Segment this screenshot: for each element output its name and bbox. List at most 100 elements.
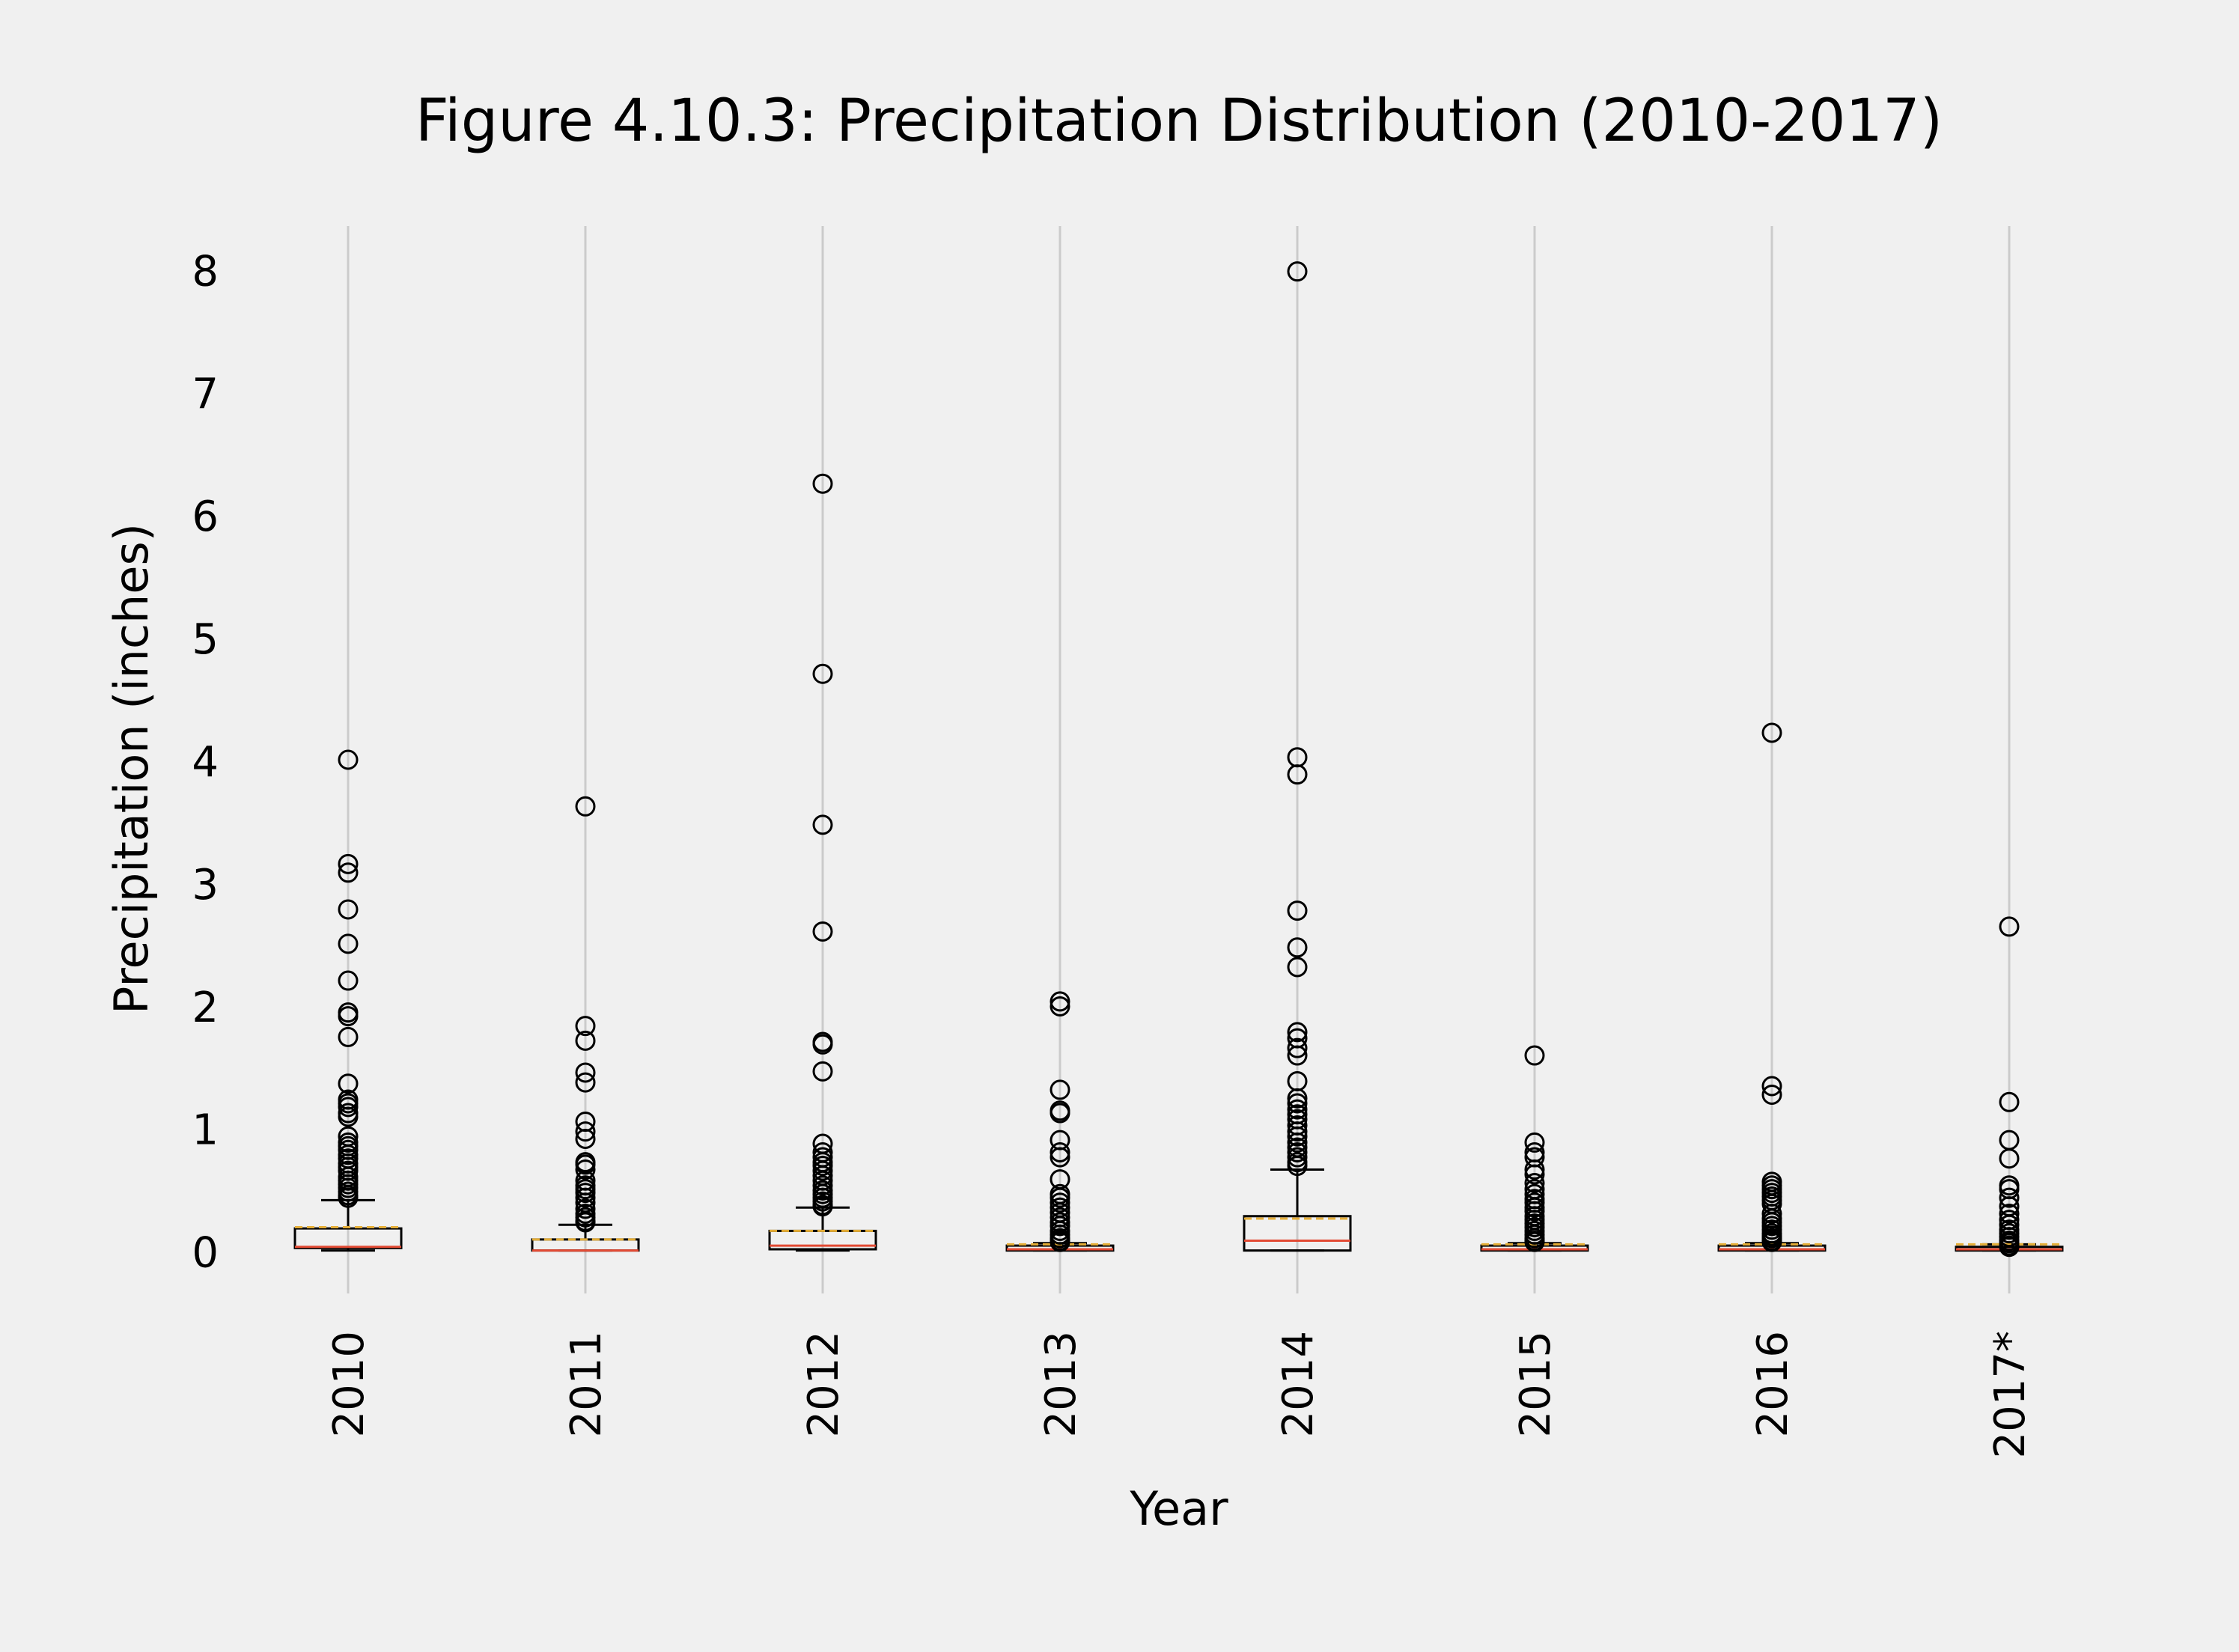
outlier-point [1287, 1126, 1308, 1147]
y-tick-label: 3 [192, 861, 219, 909]
outlier-point [1287, 764, 1308, 785]
outlier-point [812, 1034, 833, 1055]
outlier-point [812, 1061, 833, 1082]
outlier-point [1287, 261, 1308, 282]
outlier-point [338, 1106, 359, 1127]
outlier-point [1287, 1147, 1308, 1168]
outlier-point [1524, 1132, 1545, 1153]
outlier-point [1287, 1045, 1308, 1066]
box-2011 [531, 796, 640, 1252]
outlier-point [1999, 1148, 2020, 1169]
outlier-point [1761, 1231, 1782, 1252]
outlier-point [1050, 1079, 1070, 1100]
outlier-point [575, 796, 596, 817]
outlier-point [1287, 1132, 1308, 1153]
box-2013 [1005, 991, 1115, 1252]
y-tick-label: 2 [192, 984, 219, 1032]
outlier-point [1524, 1201, 1545, 1222]
y-tick-label: 8 [192, 247, 219, 296]
outlier-point [1999, 916, 2020, 937]
outlier-point [338, 862, 359, 883]
outlier-point [1050, 1187, 1070, 1208]
outlier-point [1287, 957, 1308, 978]
outlier-point [575, 1198, 596, 1219]
y-tick-label: 6 [192, 493, 219, 541]
outlier-point [812, 1175, 833, 1196]
x-tick-label: 2014 [1274, 1331, 1323, 1438]
x-tick-label: 2010 [325, 1331, 374, 1438]
outlier-point [812, 663, 833, 684]
outlier-point [1524, 1164, 1545, 1185]
outlier-point [1050, 1147, 1070, 1168]
x-tick-label: 2016 [1749, 1331, 1797, 1438]
box-2015 [1480, 1045, 1589, 1252]
outlier-point [575, 1030, 596, 1051]
outlier-point [1050, 1142, 1070, 1163]
outlier-point [1287, 1022, 1308, 1043]
y-tick-label: 4 [192, 738, 219, 787]
outlier-point [812, 1160, 833, 1181]
x-tick-label: 2015 [1511, 1331, 1560, 1438]
outlier-point [338, 933, 359, 954]
outlier-point [338, 1097, 359, 1118]
outlier-point [338, 1006, 359, 1027]
box-2017 [1955, 916, 2064, 1258]
outlier-point [1999, 1237, 2020, 1258]
outlier-point [1287, 900, 1308, 921]
outlier-point [1050, 1192, 1070, 1213]
outlier-point [1287, 1142, 1308, 1163]
outlier-point [812, 473, 833, 494]
outlier-point [1761, 1203, 1782, 1224]
y-tick-label: 0 [192, 1229, 219, 1278]
outlier-point [1761, 1076, 1782, 1097]
outlier-point [1287, 937, 1308, 958]
box-2010 [293, 749, 403, 1252]
outlier-point [1050, 991, 1070, 1012]
outlier-point [575, 1062, 596, 1083]
outlier-point [1761, 722, 1782, 743]
x-tick-labels: 2010 2011 2012 2013 2014 2015 2016 2017* [325, 1331, 2035, 1459]
outlier-point [1287, 1093, 1308, 1114]
outlier-point [338, 853, 359, 874]
outlier-point [338, 1073, 359, 1094]
outlier-point [1050, 1103, 1070, 1124]
outlier-point [812, 1196, 833, 1217]
outlier-point [1524, 1172, 1545, 1193]
outlier-point [812, 921, 833, 942]
box-2016 [1717, 722, 1827, 1252]
x-tick-label: 2011 [562, 1331, 611, 1438]
outlier-point [575, 1187, 596, 1208]
box-body [1243, 1215, 1352, 1252]
outlier-point [575, 1183, 596, 1204]
outlier-point [1287, 1099, 1308, 1120]
outlier-point [1050, 996, 1070, 1017]
chart-title: Figure 4.10.3: Precipitation Distributio… [415, 88, 1943, 155]
outlier-point [575, 1154, 596, 1175]
x-tick-label: 2017* [1986, 1331, 2035, 1459]
outlier-point [575, 1212, 596, 1233]
outlier-point [338, 1026, 359, 1047]
outlier-point [338, 749, 359, 770]
outlier-point [338, 1187, 359, 1208]
outlier-point [338, 970, 359, 991]
y-tick-labels: 0 1 2 3 4 5 6 7 8 [192, 247, 219, 1277]
y-tick-label: 1 [192, 1106, 219, 1155]
outlier-point [575, 1072, 596, 1093]
box-body [293, 1227, 403, 1249]
outlier-point [1287, 1121, 1308, 1142]
outlier-point [1999, 1203, 2020, 1224]
outlier-point [1287, 1088, 1308, 1109]
outlier-point [1287, 1037, 1308, 1058]
box-2012 [768, 473, 877, 1252]
outlier-point [1999, 1187, 2020, 1208]
outlier-point [575, 1121, 596, 1142]
outlier-point [338, 899, 359, 920]
outlier-point [575, 1016, 596, 1037]
outlier-point [812, 1156, 833, 1177]
outlier-point [1050, 1231, 1070, 1252]
outlier-point [812, 814, 833, 835]
x-tick-label: 2013 [1037, 1331, 1085, 1438]
outlier-point [575, 1159, 596, 1180]
outlier-point [1999, 1091, 2020, 1112]
